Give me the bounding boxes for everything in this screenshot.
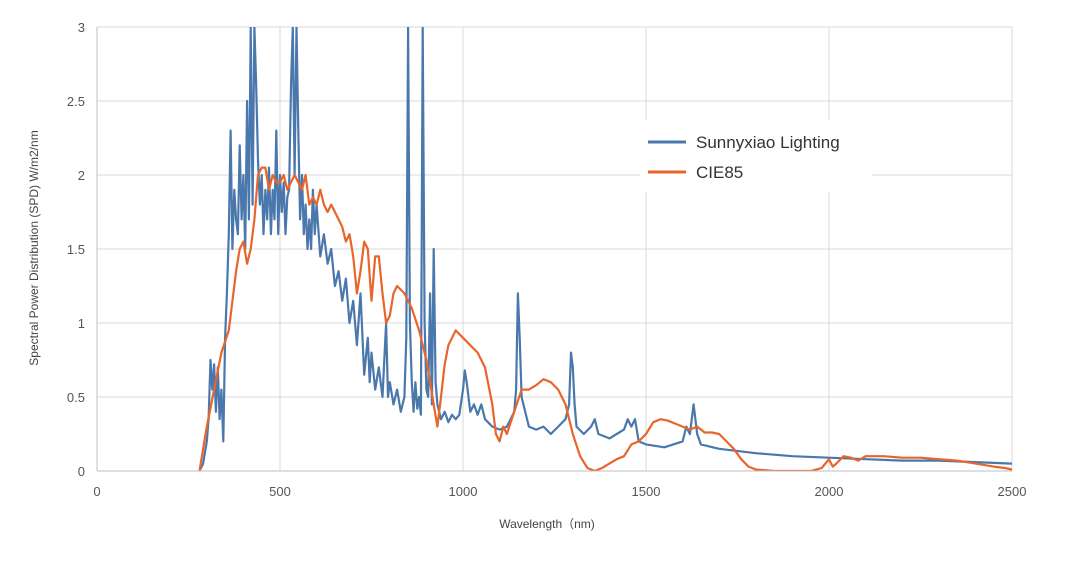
y-tick-label: 0.5 [67, 390, 85, 405]
series-line-cie85 [198, 166, 1012, 471]
y-tick-label: 2 [78, 168, 85, 183]
x-tick-label: 2500 [998, 484, 1027, 499]
y-tick-label: 3 [78, 20, 85, 35]
grid [97, 26, 1013, 471]
series-line-sunnyxiao-lighting [198, 27, 1012, 471]
legend: Sunnyxiao Lighting CIE85 [640, 120, 872, 192]
x-tick-label: 2000 [815, 484, 844, 499]
x-tick-label: 500 [269, 484, 291, 499]
x-axis-label: Wavelength（nm) [499, 517, 595, 531]
y-tick-label: 2.5 [67, 94, 85, 109]
series-lines [198, 27, 1012, 471]
y-tick-label: 1.5 [67, 242, 85, 257]
y-tick-label: 1 [78, 316, 85, 331]
legend-box [640, 120, 872, 192]
x-tick-label: 1500 [632, 484, 661, 499]
legend-label: Sunnyxiao Lighting [696, 133, 840, 152]
y-tick-label: 0 [78, 464, 85, 479]
y-axis-label: Spectral Power Distribution (SPD) W/m2/n… [27, 130, 41, 365]
x-tick-label: 0 [93, 484, 100, 499]
legend-label: CIE85 [696, 163, 743, 182]
x-tick-label: 1000 [449, 484, 478, 499]
axes: 0 0.5 1 1.5 2 2.5 3 0 500 1000 1500 2000 2500 [67, 20, 1027, 499]
